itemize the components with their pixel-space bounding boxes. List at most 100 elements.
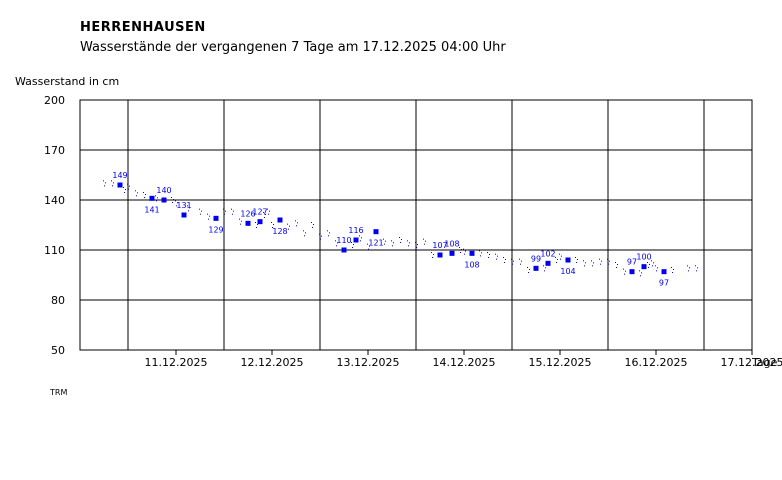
data-point-marker <box>437 252 443 258</box>
measurement-dot <box>225 210 226 212</box>
data-point-marker <box>277 217 283 223</box>
measurement-dot <box>424 243 425 245</box>
measurement-dot <box>297 222 298 224</box>
measurement-dot <box>176 205 177 207</box>
data-point-label: 126 <box>240 209 255 218</box>
measurement-dot <box>200 213 201 215</box>
measurement-dot <box>520 263 521 265</box>
measurement-dot <box>209 215 210 217</box>
measurement-dot <box>697 267 698 269</box>
measurement-dots <box>103 180 698 277</box>
measurement-dot <box>223 208 224 210</box>
measurement-dot <box>271 222 272 223</box>
measurement-dot <box>489 254 490 255</box>
measurement-dot <box>577 259 578 260</box>
measurement-dot <box>177 202 178 204</box>
measurement-dot <box>512 263 513 265</box>
measurement-dot <box>609 260 610 262</box>
measurement-dot <box>136 195 137 197</box>
data-point-marker <box>149 195 155 201</box>
measurement-dot <box>639 270 640 272</box>
measurement-dot <box>673 269 674 270</box>
data-point-label: 97 <box>659 279 669 288</box>
measurement-dot <box>288 228 289 230</box>
measurement-dot <box>592 265 593 267</box>
measurement-dot <box>304 235 305 237</box>
measurement-dot <box>240 223 241 225</box>
measurement-dot <box>543 265 544 267</box>
measurement-dot <box>287 223 288 225</box>
data-point-label: 131 <box>176 201 191 210</box>
measurement-dot <box>155 195 156 197</box>
measurement-dot <box>423 238 424 240</box>
measurement-dot <box>137 192 138 194</box>
data-point-marker <box>181 212 187 218</box>
measurement-dot <box>172 202 173 203</box>
data-point-marker <box>257 219 263 225</box>
x-tick-labels: 11.12.2025 12.12.2025 13.12.2025 14.12.2025… <box>145 356 782 369</box>
measurement-dot <box>264 217 265 218</box>
measurement-dot <box>188 210 189 212</box>
measurement-dot <box>336 245 337 247</box>
measurement-dot <box>127 183 128 185</box>
measurement-dot <box>207 213 208 215</box>
measurement-dot <box>353 244 354 245</box>
measurement-dot <box>303 230 304 232</box>
data-point-label: 110 <box>336 236 351 245</box>
measurement-dot <box>465 250 466 252</box>
measurement-dot <box>319 233 320 235</box>
data-point-marker <box>641 264 647 270</box>
data-point-label: 116 <box>348 226 363 235</box>
measurement-dot <box>199 208 200 210</box>
measurement-dot <box>360 240 361 242</box>
chart-subtitle: Wasserstände der vergangenen 7 Tage am 1… <box>80 40 506 55</box>
measurement-dot <box>591 260 592 262</box>
measurement-dot <box>479 250 480 252</box>
data-point-label: 128 <box>272 227 287 236</box>
measurement-dot <box>124 192 125 193</box>
measurement-dot <box>647 262 648 263</box>
measurement-dot <box>625 270 626 272</box>
data-point-marker <box>161 197 167 203</box>
measurement-dot <box>689 267 690 269</box>
data-point-label: 127 <box>252 208 267 217</box>
measurement-dot <box>519 258 520 260</box>
x-tick-label: 17.12.2025 <box>721 356 782 369</box>
measurement-dot <box>561 255 562 257</box>
measurement-dot <box>616 267 617 268</box>
measurement-dot <box>232 213 233 215</box>
measurement-dot <box>143 192 144 193</box>
measurement-dot <box>651 260 652 262</box>
measurement-dot <box>383 238 384 240</box>
measurement-dot <box>352 247 353 248</box>
data-point-label: 121 <box>368 239 383 248</box>
measurement-dot <box>559 253 560 255</box>
data-point-label: 97 <box>627 258 637 267</box>
measurement-dot <box>641 272 642 274</box>
data-point-marker <box>449 250 455 256</box>
x-axis-label: Tage <box>751 356 778 369</box>
footer-code: TRM <box>49 388 67 397</box>
measurement-dot <box>576 262 577 263</box>
measurement-dot <box>263 212 264 213</box>
measurement-dot <box>241 220 242 222</box>
measurement-dot <box>657 267 658 269</box>
measurement-dot <box>583 260 584 262</box>
measurement-dot <box>189 207 190 209</box>
measurement-dot <box>269 210 270 212</box>
measurement-dot <box>496 258 497 260</box>
measurement-dot <box>529 269 530 270</box>
measurement-dot <box>265 214 266 215</box>
data-point-label: 149 <box>112 171 127 180</box>
measurement-dot <box>460 252 461 253</box>
measurement-dot <box>327 230 328 232</box>
data-point-marker <box>545 260 551 266</box>
measurement-dot <box>409 242 410 244</box>
x-tick-label: 16.12.2025 <box>625 356 688 369</box>
measurement-dot <box>487 252 488 253</box>
measurement-dot <box>384 243 385 245</box>
measurement-dot <box>652 265 653 267</box>
data-point-marker <box>565 257 571 263</box>
station-title: HERRENHAUSEN <box>80 20 206 35</box>
measurement-dot <box>224 213 225 215</box>
